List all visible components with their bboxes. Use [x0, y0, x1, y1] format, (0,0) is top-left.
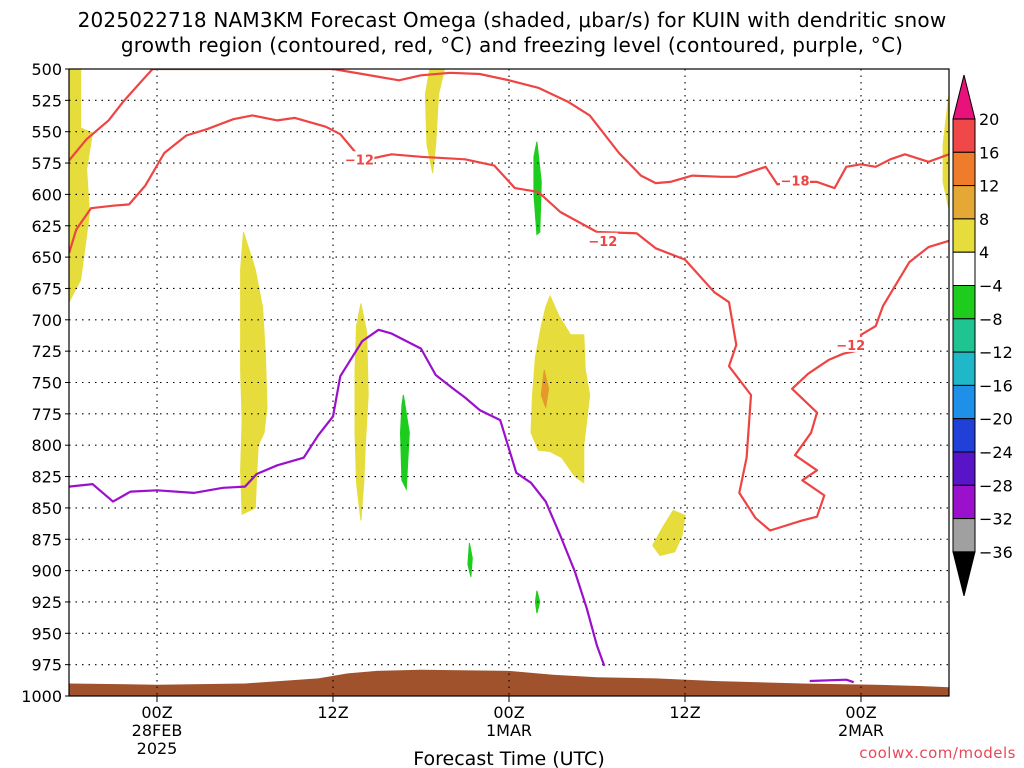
colorbar-top-arrow [952, 74, 976, 120]
credit-link[interactable]: coolwx.com/models [859, 744, 1016, 762]
freezing-level-contour [809, 678, 855, 684]
x-tick-label: 12Z [317, 703, 348, 722]
colorbar-label: −12 [979, 343, 1013, 362]
contour-label: −12 [588, 235, 617, 250]
gridlines [69, 69, 949, 696]
y-tick-label: 500 [31, 60, 62, 79]
y-tick-label: 625 [31, 217, 62, 236]
y-tick-label: 600 [31, 185, 62, 204]
colorbar-segment [952, 451, 976, 486]
colorbar-label: −28 [979, 476, 1013, 495]
x-tick-label: 00Z [845, 703, 876, 722]
x-axis-title: Forecast Time (UTC) [413, 748, 604, 768]
contour-label-bg [780, 172, 810, 188]
contour-label-bg [344, 151, 375, 167]
chart-title-line-2: growth region (contoured, red, °C) and f… [120, 33, 904, 57]
colorbar-label: 12 [979, 177, 999, 196]
colorbar-legend: 20 16 12 8 4 −4 −8 −12 −16 −20 −24 −28 −32 −36 [952, 74, 1013, 597]
downward-omega-region [354, 303, 369, 521]
y-tick-label: 925 [31, 593, 62, 612]
downward-omega-region [530, 294, 591, 484]
terrain-layer [69, 669, 949, 696]
colorbar-label: −24 [979, 443, 1013, 462]
x-tick-label: 28FEB [132, 721, 183, 740]
upward-omega-region [467, 542, 473, 578]
contour-label-bg [587, 232, 618, 248]
y-tick-label: 775 [31, 405, 62, 424]
upward-omega-region [533, 141, 542, 236]
colorbar-label: −16 [979, 376, 1013, 395]
downward-omega-region [240, 231, 268, 515]
colorbar-segment [952, 151, 976, 187]
colorbar-label: −20 [979, 410, 1013, 429]
contour-layer [69, 69, 949, 684]
downward-omega-region [540, 369, 550, 408]
y-tick-label: 750 [31, 374, 62, 393]
upward-omega-region [399, 394, 410, 492]
colorbar-segment [952, 518, 976, 553]
y-tick-label: 950 [31, 624, 62, 643]
y-tick-label: 675 [31, 279, 62, 298]
dgz-contour-minus18 [69, 69, 949, 190]
chart-title-line-1: 2025022718 NAM3KM Forecast Omega (shaded… [77, 8, 947, 32]
colorbar-bottom-arrow [952, 551, 976, 597]
colorbar-segment [952, 384, 976, 420]
y-tick-label: 650 [31, 248, 62, 267]
colorbar-label: 16 [979, 143, 999, 162]
terrain-surface [69, 669, 949, 696]
x-tick-label: 1MAR [486, 721, 532, 740]
colorbar-segment [952, 218, 976, 253]
colorbar-segment [952, 185, 976, 220]
colorbar-segment [952, 318, 976, 353]
y-tick-label: 700 [31, 311, 62, 330]
colorbar-segment [952, 285, 976, 320]
colorbar-segment [952, 351, 976, 386]
colorbar-label: −36 [979, 543, 1013, 562]
y-tick-label: 850 [31, 499, 62, 518]
y-tick-label: 725 [31, 342, 62, 361]
contour-label: −18 [781, 175, 810, 190]
y-tick-label: 800 [31, 436, 62, 455]
y-tick-label: 825 [31, 468, 62, 487]
y-tick-label: 575 [31, 154, 62, 173]
y-tick-label: 550 [31, 123, 62, 142]
colorbar-label: 20 [979, 110, 999, 129]
colorbar-segment [952, 484, 976, 520]
x-tick-label: 12Z [669, 703, 700, 722]
contour-label: −12 [345, 153, 374, 168]
y-tick-label: 900 [31, 562, 62, 581]
x-tick-label: 2025 [137, 739, 178, 758]
y-axis: 500 525 550 575 600 625 650 675 700 725 750 775 800 8… [21, 60, 69, 706]
colorbar-label: −8 [979, 310, 1003, 329]
downward-omega-region [69, 69, 94, 303]
x-tick-label: 2MAR [838, 721, 884, 740]
colorbar-label: 4 [979, 243, 989, 262]
colorbar-label: 8 [979, 210, 989, 229]
contour-label: −12 [836, 339, 865, 354]
colorbar-segment [952, 251, 976, 286]
colorbar-label: −4 [979, 277, 1003, 296]
colorbar-segment [952, 118, 976, 153]
y-tick-label: 1000 [21, 687, 62, 706]
contour-label-bg [835, 336, 866, 352]
x-tick-label: 00Z [493, 703, 524, 722]
y-tick-label: 875 [31, 530, 62, 549]
freezing-level-contour [69, 328, 606, 667]
contour-labels: −12 −12 −12 −18 [344, 151, 866, 354]
colorbar-label: −32 [979, 510, 1013, 529]
x-tick-label: 00Z [141, 703, 172, 722]
dgz-contour-minus12 [69, 114, 949, 532]
colorbar-segment [952, 418, 976, 453]
y-tick-label: 975 [31, 656, 62, 675]
downward-omega-region [942, 94, 949, 210]
y-tick-label: 525 [31, 91, 62, 110]
